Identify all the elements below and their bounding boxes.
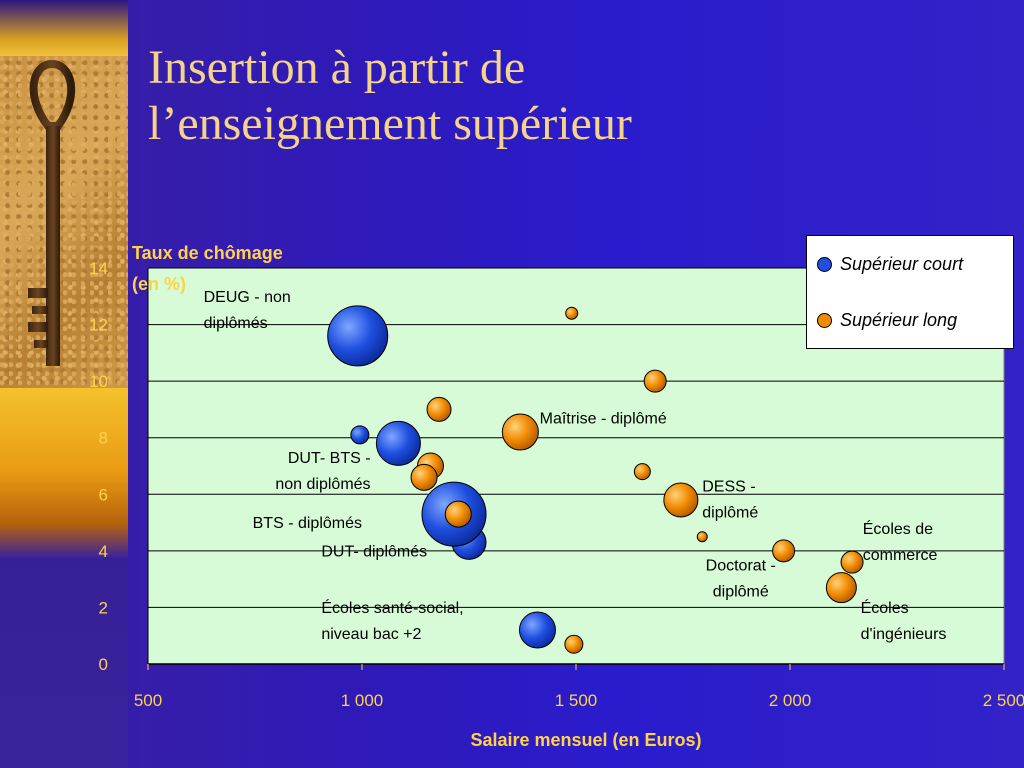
bubble-long-1 <box>643 369 667 393</box>
y-axis-title: Taux de chômage <box>132 243 283 263</box>
legend-item-court: Supérieur court <box>817 252 963 276</box>
legend-item-long: Supérieur long <box>817 308 957 332</box>
y-tick-label-6: 12 <box>89 316 108 335</box>
annotation-1: Maîtrise - diplômé <box>540 411 667 428</box>
bubble-long-0 <box>565 306 579 320</box>
y-axis-title-unit: (en %) <box>132 274 186 294</box>
annotation-4: BTS - diplômés <box>253 515 362 532</box>
y-tick-label-5: 10 <box>89 372 108 391</box>
tick-labels: 500 1 000 1 500 2 000 2 500 0 2 4 6 8 10 12 14 <box>89 259 1024 710</box>
bubble-long-3 <box>501 413 539 451</box>
y-tick-label-4: 8 <box>99 429 108 448</box>
x-tick-label-4: 2 500 <box>983 691 1024 710</box>
key-icon <box>28 59 76 366</box>
annotation-7: Doctorat -diplômé <box>706 558 776 601</box>
annotation-6: Écoles de commerce <box>863 519 938 564</box>
x-tick-label-1: 1 000 <box>341 691 384 710</box>
y-tick-label-7: 14 <box>89 259 108 278</box>
y-tick-label-2: 4 <box>99 542 108 561</box>
bubble-long-12 <box>825 572 857 604</box>
bubble-long-8 <box>444 500 472 528</box>
x-axis-title: Salaire mensuel (en Euros) <box>470 730 701 750</box>
legend-swatch-long <box>817 312 832 328</box>
x-tick-label-2: 1 500 <box>555 691 598 710</box>
bubble-court-5 <box>518 611 556 649</box>
annotation-3: DESS -diplômé <box>702 478 758 521</box>
bubble-long-5 <box>410 463 438 491</box>
bubble-long-11 <box>840 550 864 574</box>
x-tick-label-3: 2 000 <box>769 691 812 710</box>
title-line-1: Insertion à partir de <box>148 41 526 94</box>
bubble-court-0 <box>327 305 389 367</box>
legend-label-long: Supérieur long <box>840 309 958 330</box>
annotations: DEUG - non diplômés Maîtrise - diplômé DUT-… <box>204 289 947 643</box>
gold-band-top <box>0 0 128 56</box>
legend-label-court: Supérieur court <box>840 253 964 274</box>
annotation-0: DEUG - non diplômés <box>204 289 291 332</box>
annotation-5: DUT- diplômés <box>321 544 427 561</box>
bubble-court-2 <box>375 420 421 466</box>
annotation-8: Écoles santé-social, niveau bac +2 <box>321 598 463 643</box>
bubble-long-2 <box>426 396 452 422</box>
legend-swatch-court <box>817 256 832 272</box>
annotation-2: DUT- BTS -non diplômés <box>275 450 370 493</box>
key-image <box>0 56 128 388</box>
bubbles <box>327 305 864 654</box>
bubble-long-9 <box>696 531 708 543</box>
y-tick-label-0: 0 <box>99 655 108 674</box>
bubble-long-13 <box>564 634 584 654</box>
slide-title: Insertion à partir de l’enseignement sup… <box>148 40 1008 152</box>
legend: Supérieur court Supérieur long <box>806 235 1014 349</box>
bubble-long-7 <box>663 482 699 518</box>
y-tick-label-3: 6 <box>99 485 108 504</box>
bubble-court-1 <box>350 425 370 445</box>
annotation-9: Écoles d'ingénieurs <box>861 598 947 643</box>
y-tick-label-1: 2 <box>99 598 108 617</box>
title-line-2: l’enseignement supérieur <box>148 97 632 150</box>
gold-band-bottom <box>0 388 128 558</box>
x-tick-label-0: 500 <box>134 691 162 710</box>
bubble-long-6 <box>633 463 651 481</box>
bubble-long-10 <box>772 539 796 563</box>
